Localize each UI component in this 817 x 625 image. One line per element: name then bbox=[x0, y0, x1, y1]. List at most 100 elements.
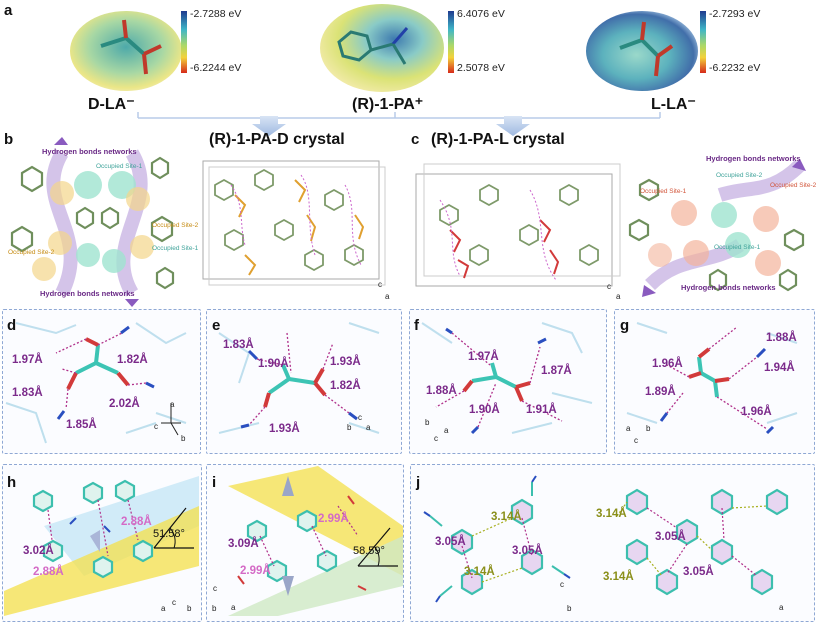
panel-c-hb-top: Hydrogen bonds networks bbox=[706, 154, 801, 163]
panel-label-a: a bbox=[4, 2, 13, 19]
panel-e-dist-4: 1.82Å bbox=[330, 380, 361, 392]
panel-h-structure bbox=[4, 476, 199, 616]
panel-h-dist-1: 2.88Å bbox=[121, 516, 152, 528]
panel-f-ax-c: c bbox=[434, 434, 438, 443]
panel-label-j: j bbox=[416, 474, 421, 491]
molecule-label-l-la: L-LA⁻ bbox=[651, 96, 696, 113]
panel-j-ax-a: a bbox=[779, 603, 784, 612]
panel-label-d: d bbox=[7, 317, 17, 334]
panel-b-crystal-box bbox=[202, 160, 386, 286]
panel-b-hb-bottom: Hydrogen bonds networks bbox=[40, 289, 135, 298]
panel-label-c: c bbox=[411, 131, 420, 148]
panel-j-dist-5: 3.14Å bbox=[596, 508, 627, 520]
panel-d-ax-a: a bbox=[170, 400, 175, 409]
panel-e-ax-b: b bbox=[347, 423, 352, 432]
panel-c-site1b: Occupied Site-1 bbox=[714, 244, 761, 251]
panel-i-structure bbox=[228, 466, 403, 616]
molecule-label-r-1-pa: (R)-1-PA⁺ bbox=[352, 96, 424, 113]
panel-b-site2: Occupied Site-2 bbox=[152, 222, 199, 229]
panel-c-site2b: Occupied Site-2 bbox=[770, 182, 817, 189]
panel-label-f: f bbox=[414, 317, 419, 334]
panel-d-dist-1: 1.97Å bbox=[12, 354, 43, 366]
panel-j-dist-2: 3.05Å bbox=[435, 536, 466, 548]
panel-g-dist-4: 1.89Å bbox=[645, 386, 676, 398]
panel-c-packing-diagram bbox=[628, 159, 806, 297]
panel-f-dist-2: 1.87Å bbox=[541, 365, 572, 377]
panel-c-crystal-box bbox=[415, 163, 621, 287]
panel-j-dist-6: 3.05Å bbox=[655, 531, 686, 543]
panel-e-dist-3: 1.93Å bbox=[330, 356, 361, 368]
panel-label-b: b bbox=[4, 131, 14, 148]
panel-d-structure bbox=[5, 322, 187, 444]
panel-i-ax-c: c bbox=[213, 584, 217, 593]
panel-b-site1: Occupied Site-1 bbox=[96, 163, 143, 170]
esp-surface-d-la bbox=[70, 11, 182, 91]
panel-g-structure bbox=[626, 322, 798, 435]
panel-label-e: e bbox=[212, 317, 221, 334]
panel-j-dist-7: 3.14Å bbox=[603, 571, 634, 583]
panel-g-dist-1: 1.88Å bbox=[766, 332, 797, 344]
panel-d-ax-b: b bbox=[181, 434, 186, 443]
panel-d-ax-c: c bbox=[154, 422, 158, 431]
crystal-title-l: (R)-1-PA-L crystal bbox=[431, 131, 565, 148]
panel-label-g: g bbox=[620, 317, 630, 334]
panel-j-dist-3: 3.05Å bbox=[512, 545, 543, 557]
panel-g-dist-2: 1.96Å bbox=[652, 358, 683, 370]
panel-g-ax-c: c bbox=[634, 436, 638, 445]
panel-j-ax-c: c bbox=[560, 580, 564, 589]
panel-g-ax-b: b bbox=[646, 424, 651, 433]
panel-d-dist-5: 1.85Å bbox=[66, 419, 97, 431]
panel-f-dist-4: 1.90Å bbox=[469, 404, 500, 416]
panel-b-site1b: Occupied Site-1 bbox=[152, 245, 199, 252]
panel-e-ax-c: c bbox=[358, 413, 362, 422]
panel-e-dist-2: 1.90Å bbox=[258, 358, 289, 370]
panel-j-ax-b: b bbox=[567, 604, 572, 613]
panel-h-ax-b: b bbox=[187, 604, 192, 613]
panel-g-dist-5: 1.96Å bbox=[741, 406, 772, 418]
panel-i-ax-a: a bbox=[231, 603, 236, 612]
panel-d-dist-3: 1.83Å bbox=[12, 387, 43, 399]
panel-i-dist-3: 2.99Å bbox=[240, 565, 271, 577]
panel-h-dist-3: 2.88Å bbox=[33, 566, 64, 578]
panel-c-axis-a: a bbox=[616, 292, 621, 301]
panel-i-dist-1: 2.99Å bbox=[318, 513, 349, 525]
panel-h-ax-a: a bbox=[161, 604, 166, 613]
colorbar-1-max: -2.7288 eV bbox=[190, 8, 242, 20]
esp-surface-r-1-pa bbox=[320, 4, 444, 92]
panel-label-i: i bbox=[212, 474, 217, 491]
panel-f-dist-5: 1.91Å bbox=[526, 404, 557, 416]
panel-e-structure bbox=[218, 322, 380, 434]
colorbar-3-min: -6.2232 eV bbox=[709, 62, 761, 74]
panel-h-ax-c: c bbox=[172, 598, 176, 607]
panel-f-ax-b: b bbox=[425, 418, 430, 427]
panel-h-dist-2: 3.02Å bbox=[23, 545, 54, 557]
panel-f-dist-3: 1.88Å bbox=[426, 385, 457, 397]
colorbar-2 bbox=[448, 11, 454, 73]
panel-c-site1a: Occupied Site-1 bbox=[640, 188, 687, 195]
panel-b-axis-c: c bbox=[378, 280, 382, 289]
colorbar-3 bbox=[700, 11, 706, 73]
panel-j-dist-4: 3.14Å bbox=[464, 566, 495, 578]
panel-b-site2b: Occupied Site-2 bbox=[8, 249, 55, 256]
panel-f-ax-a: a bbox=[444, 426, 449, 435]
panel-d bbox=[2, 309, 201, 454]
panel-f-structure bbox=[421, 322, 593, 435]
colorbar-1 bbox=[181, 11, 187, 73]
panel-c-axis-c: c bbox=[607, 282, 611, 291]
colorbar-1-min: -6.2244 eV bbox=[190, 62, 242, 74]
panel-i-ax-b: b bbox=[212, 604, 217, 613]
colorbar-2-min: 2.5078 eV bbox=[457, 62, 505, 74]
panel-j-structure bbox=[423, 475, 789, 603]
panel-f-dist-1: 1.97Å bbox=[468, 351, 499, 363]
panel-c-site2a: Occupied Site-2 bbox=[716, 172, 763, 179]
colorbar-2-max: 6.4076 eV bbox=[457, 8, 505, 20]
esp-surface-l-la bbox=[586, 11, 698, 91]
panel-i-dist-2: 3.09Å bbox=[228, 538, 259, 550]
panel-j-dist-1: 3.14Å bbox=[491, 511, 522, 523]
panel-j bbox=[410, 464, 815, 622]
panel-e-dist-1: 1.83Å bbox=[223, 339, 254, 351]
panel-e-dist-5: 1.93Å bbox=[269, 423, 300, 435]
panel-j-dist-8: 3.05Å bbox=[683, 566, 714, 578]
panel-i-angle: 58.59° bbox=[353, 545, 385, 557]
crystal-title-d: (R)-1-PA-D crystal bbox=[209, 131, 345, 148]
